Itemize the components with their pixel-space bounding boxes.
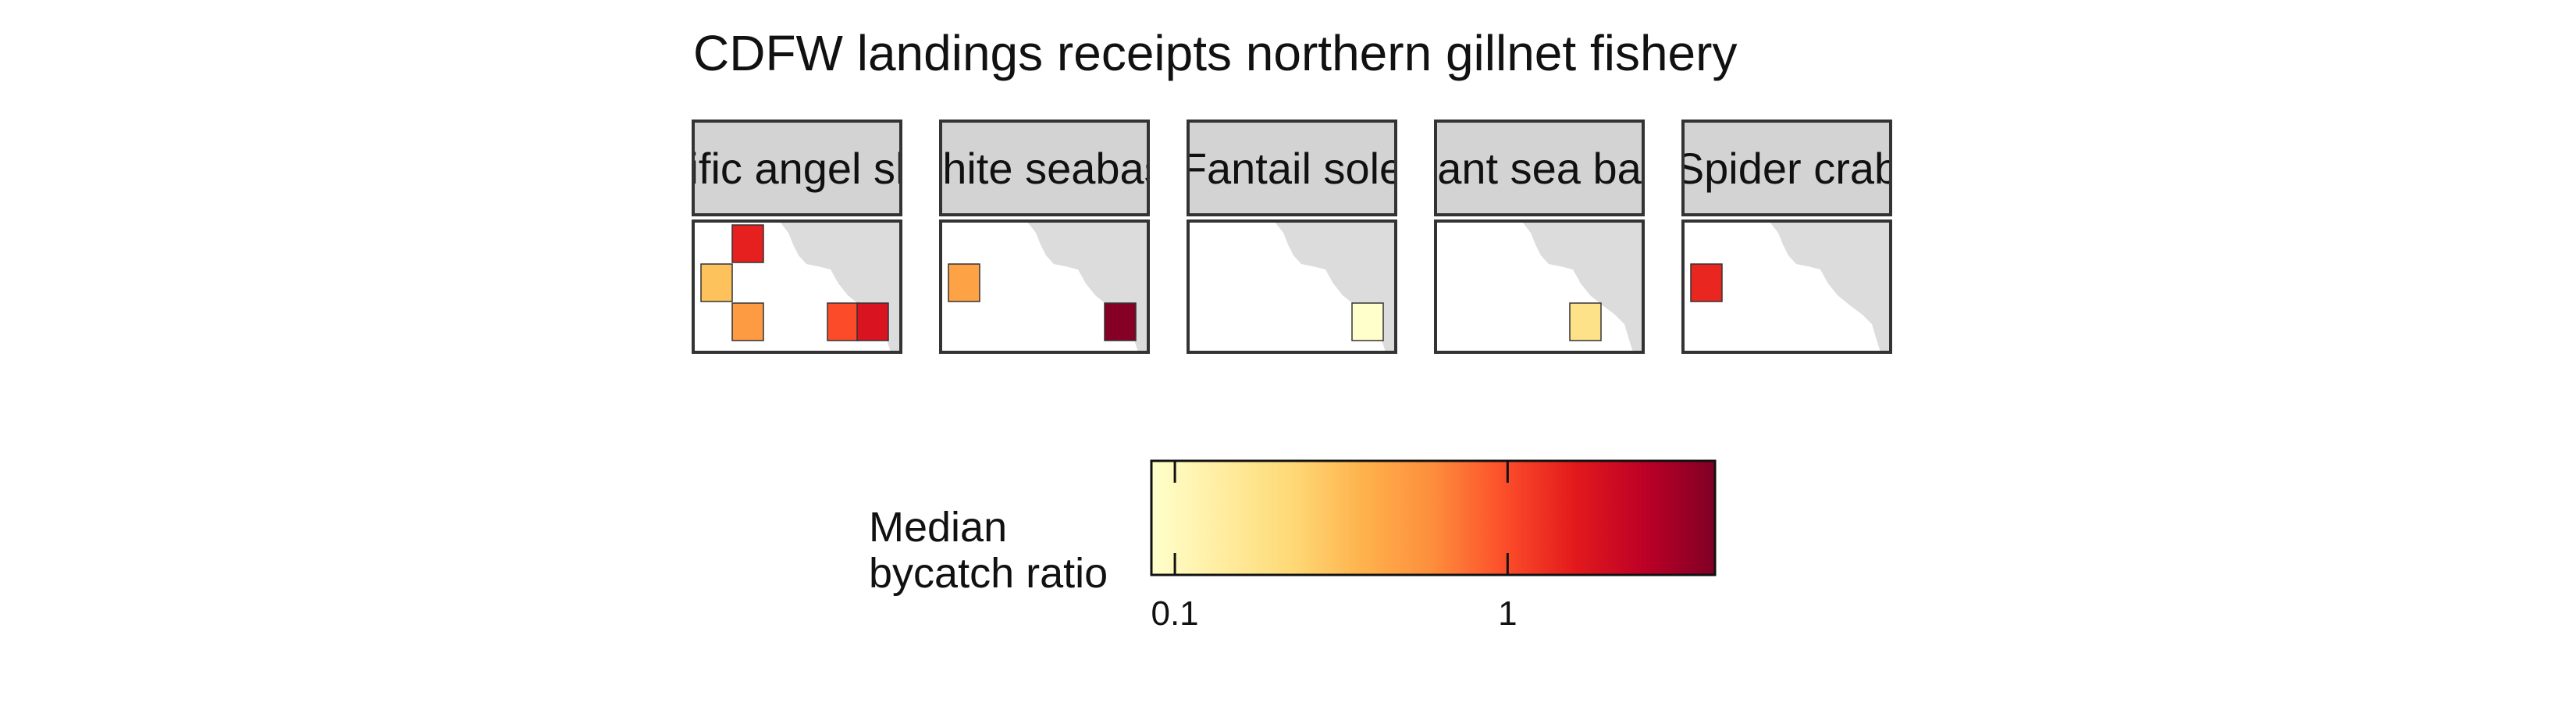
map-panel-border — [939, 219, 1150, 354]
heatmap-cell — [1569, 302, 1602, 341]
heatmap-cell — [856, 302, 889, 341]
coastline-land — [1769, 221, 1891, 352]
chart-title: CDFW landings receipts northern gillnet … — [693, 25, 1737, 81]
heatmap-cell — [1690, 263, 1723, 302]
facet-strip-label: Giant sea bass — [1393, 144, 1685, 193]
facet-panel: Pacific angel shark — [614, 120, 981, 354]
heatmap-cell — [827, 302, 859, 341]
colorbar-legend: Median bycatch ratio 0.1 1 — [869, 459, 1717, 633]
facet-panel: Spider crab — [1675, 120, 1898, 354]
map-panel-border — [692, 219, 902, 354]
coastline-land — [1026, 221, 1148, 352]
map-panel-border — [1434, 219, 1645, 354]
coastline-land — [1274, 221, 1396, 352]
facet-panel: Giant sea bass — [1393, 120, 1685, 354]
facet-strip — [1681, 120, 1892, 216]
facet-strip-label: Pacific angel shark — [614, 144, 981, 193]
heatmap-cell — [1351, 302, 1384, 341]
heatmap-cell — [700, 263, 733, 302]
legend-ticks: 0.1 1 — [1151, 461, 1517, 633]
coastline-land — [1521, 221, 1643, 352]
facet-panel: White seabass — [901, 120, 1187, 354]
legend-tick-label-0: 0.1 — [1151, 594, 1198, 633]
facet-strip — [1187, 120, 1397, 216]
facet-strip-label: Spider crab — [1675, 144, 1898, 193]
legend-tick-label-1: 1 — [1498, 594, 1517, 633]
facet-panel: Fantail sole — [1180, 120, 1404, 354]
facet-strip-label: Fantail sole — [1180, 144, 1404, 193]
map-panel-border — [1681, 219, 1892, 354]
legend-title-line-2: bycatch ratio — [869, 550, 1108, 597]
facet-strip — [692, 120, 902, 216]
heatmap-cell — [731, 302, 764, 341]
facet-strip — [1434, 120, 1645, 216]
heatmap-cell — [948, 263, 980, 302]
heatmap-cell — [1104, 302, 1137, 341]
legend-colorbar — [1150, 459, 1717, 576]
legend-title-line-1: Median — [869, 504, 1007, 551]
heatmap-cell — [731, 224, 764, 263]
map-panel-border — [1187, 219, 1397, 354]
facet-strip — [939, 120, 1150, 216]
facet-strip-label: White seabass — [901, 144, 1187, 193]
coastline-land — [779, 221, 901, 352]
